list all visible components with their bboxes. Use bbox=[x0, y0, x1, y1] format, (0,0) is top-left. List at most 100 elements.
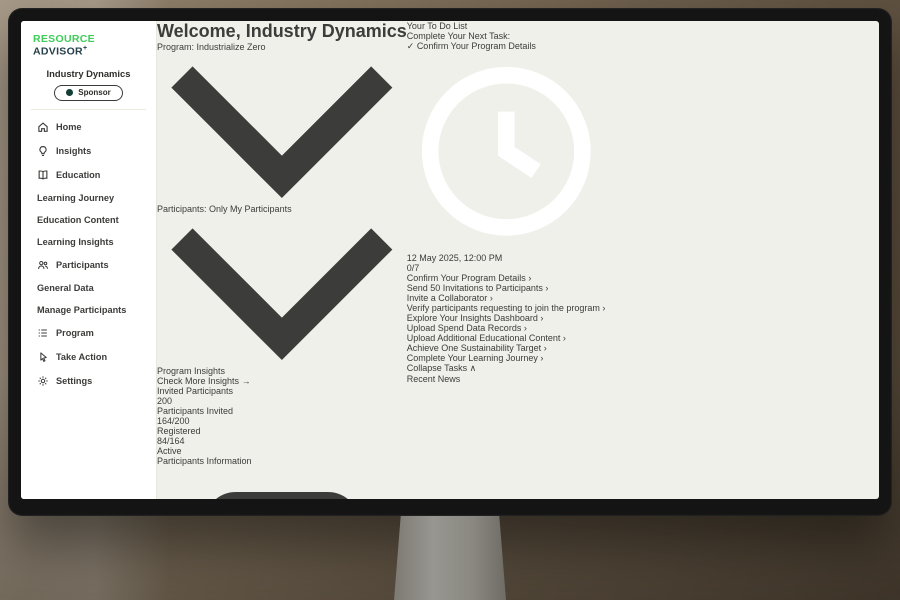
sidebar-item-manage-participants[interactable]: Manage Participants bbox=[29, 300, 148, 320]
cursor-action-icon bbox=[37, 351, 49, 363]
sidebar-item-label: Settings bbox=[56, 375, 93, 386]
sidebar-item-general-data[interactable]: General Data bbox=[29, 278, 148, 298]
task-item[interactable]: Upload Additional Educational Content › bbox=[406, 332, 566, 343]
participants-filter[interactable]: Participants: Only My Participants bbox=[157, 204, 407, 366]
sidebar-item-label: Learning Insights bbox=[37, 236, 114, 247]
program-filter-value: Industrialize Zero bbox=[196, 42, 266, 52]
program-filter-label: Program: bbox=[157, 42, 195, 52]
sidebar-item-label: Participants bbox=[56, 259, 109, 270]
sidebar-item-program[interactable]: Program bbox=[29, 322, 148, 344]
invited-card-title: Invited Participants bbox=[157, 385, 234, 396]
sidebar-item-label: Education bbox=[56, 169, 101, 180]
page-title: Welcome, Industry Dynamics bbox=[157, 21, 407, 41]
sidebar-item-education[interactable]: Education bbox=[29, 164, 148, 186]
todo-progress-ring: 0/7 bbox=[406, 262, 420, 273]
program-filter[interactable]: Program: Industrialize Zero bbox=[157, 42, 407, 204]
todo-panel: Your To Do List Complete Your Next Task:… bbox=[407, 21, 606, 499]
task-item[interactable]: Invite a Collaborator › bbox=[406, 292, 493, 303]
people-icon bbox=[37, 259, 49, 271]
chevron-right-icon[interactable]: › bbox=[540, 312, 544, 323]
todo-title: Your To Do List bbox=[406, 21, 468, 31]
caret-up-icon: ∧ bbox=[469, 362, 477, 373]
task-item[interactable]: Achieve One Sustainability Target › bbox=[406, 342, 547, 353]
todo-next-task-time: 12 May 2025, 12:00 PM bbox=[407, 52, 606, 263]
main-content: Welcome, Industry Dynamics Program: Indu… bbox=[157, 21, 407, 499]
chevron-right-icon[interactable]: › bbox=[602, 302, 606, 313]
check-circle-icon: ✓ bbox=[406, 41, 415, 51]
brand-secondary: ADVISOR bbox=[33, 45, 83, 58]
task-item[interactable]: Complete Your Learning Journey › bbox=[406, 352, 544, 363]
chevron-down-icon bbox=[157, 228, 407, 366]
todo-next-task: ✓ Confirm Your Program Details bbox=[406, 41, 536, 51]
monitor-bezel: RESOURCE ADVISOR+ Industry Dynamics Spon… bbox=[8, 8, 892, 516]
invited-donut-chart: 200 Participants Invited bbox=[157, 396, 407, 416]
sidebar-item-label: Take Action bbox=[56, 351, 108, 362]
chevron-right-icon[interactable]: › bbox=[540, 352, 544, 363]
task-item[interactable]: Verify participants requesting to join t… bbox=[406, 302, 606, 313]
chevron-right-icon[interactable]: › bbox=[489, 292, 493, 303]
task-list: Confirm Your Program Details › Send 50 I… bbox=[407, 273, 606, 363]
filter-bar: Program: Industrialize Zero Participants… bbox=[157, 42, 407, 366]
legend-registered: 164/200 Registered bbox=[157, 415, 201, 436]
chevron-right-icon[interactable]: › bbox=[523, 322, 527, 333]
participants-filter-value: Only My Participants bbox=[209, 203, 292, 214]
book-icon bbox=[37, 169, 49, 181]
list-icon bbox=[37, 327, 49, 339]
org-name: Industry Dynamics bbox=[46, 67, 131, 79]
arrow-right-icon: → bbox=[241, 375, 251, 386]
brand-primary: RESOURCE bbox=[33, 33, 95, 45]
sidebar-item-label: Program bbox=[56, 327, 94, 338]
monitor-stand bbox=[394, 516, 506, 600]
chevron-right-icon[interactable]: › bbox=[528, 272, 532, 283]
collapse-tasks-button[interactable]: Collapse Tasks ∧ bbox=[406, 362, 477, 373]
gear-icon bbox=[37, 375, 49, 387]
program-insights-title: Program Insights bbox=[157, 365, 226, 376]
donut-center-value: 200 bbox=[157, 395, 173, 406]
task-item[interactable]: Explore Your Insights Dashboard › bbox=[406, 312, 544, 323]
sidebar-item-learning-insights[interactable]: Learning Insights bbox=[29, 232, 148, 252]
chevron-right-icon[interactable]: › bbox=[543, 342, 547, 353]
task-item[interactable]: Confirm Your Program Details › bbox=[406, 272, 532, 283]
task-item[interactable]: Upload Spend Data Records › bbox=[406, 322, 527, 333]
participants-filter-label: Participants: bbox=[157, 203, 207, 214]
sidebar-item-participants[interactable]: Participants bbox=[29, 254, 148, 276]
sidebar-divider bbox=[31, 108, 146, 110]
app-screen: RESOURCE ADVISOR+ Industry Dynamics Spon… bbox=[21, 21, 879, 499]
lightbulb-icon bbox=[37, 145, 49, 157]
sidebar-item-learning-journey[interactable]: Learning Journey bbox=[29, 188, 148, 208]
sponsor-dot-icon bbox=[66, 89, 74, 96]
chevron-right-icon[interactable]: › bbox=[545, 282, 549, 293]
sidebar-item-education-content[interactable]: Education Content bbox=[29, 210, 148, 230]
todo-summary-card: Your To Do List Complete Your Next Task:… bbox=[407, 21, 606, 273]
sidebar-item-home[interactable]: Home bbox=[29, 116, 148, 138]
sidebar-item-label: Education Content bbox=[37, 214, 119, 225]
recent-news-title: Recent News bbox=[406, 373, 461, 384]
stat-emission-survey: 79/164 Emission Survey Completed bbox=[157, 466, 407, 499]
brand-plus: + bbox=[82, 45, 88, 52]
clock-icon bbox=[407, 66, 606, 253]
legend-active: 84/164 Active bbox=[157, 435, 185, 456]
info-card-title: Participants Information bbox=[157, 455, 252, 466]
sidebar-item-label: Insights bbox=[56, 145, 92, 156]
sidebar-item-label: Home bbox=[56, 121, 82, 132]
sponsor-label: Sponsor bbox=[78, 88, 111, 97]
sidebar-item-insights[interactable]: Insights bbox=[29, 140, 148, 162]
invited-participants-card: Invited Participants 200 Participants In… bbox=[157, 386, 407, 456]
sidebar-item-take-action[interactable]: Take Action bbox=[29, 346, 148, 368]
chevron-right-icon[interactable]: › bbox=[562, 332, 566, 343]
chevron-down-icon bbox=[157, 66, 407, 204]
task-item[interactable]: Send 50 Invitations to Participants › bbox=[406, 282, 549, 293]
sidebar-nav: Home Insights Education Learning Journey bbox=[21, 116, 156, 392]
sidebar-item-settings[interactable]: Settings bbox=[29, 370, 148, 392]
sidebar-item-label: General Data bbox=[37, 282, 94, 293]
donut-center-label: Participants Invited bbox=[157, 405, 234, 416]
check-more-insights-link[interactable]: Check More Insights → bbox=[157, 375, 251, 386]
sidebar: RESOURCE ADVISOR+ Industry Dynamics Spon… bbox=[21, 21, 157, 499]
todo-subtitle: Complete Your Next Task: bbox=[406, 31, 511, 41]
brand-logo: RESOURCE ADVISOR+ bbox=[21, 31, 156, 64]
participants-information-card: Participants Information 79/164 Emission… bbox=[157, 456, 407, 499]
sponsor-badge[interactable]: Sponsor bbox=[54, 84, 123, 101]
sidebar-item-label: Learning Journey bbox=[37, 192, 115, 203]
home-icon bbox=[37, 121, 49, 133]
sidebar-item-label: Manage Participants bbox=[37, 304, 127, 315]
